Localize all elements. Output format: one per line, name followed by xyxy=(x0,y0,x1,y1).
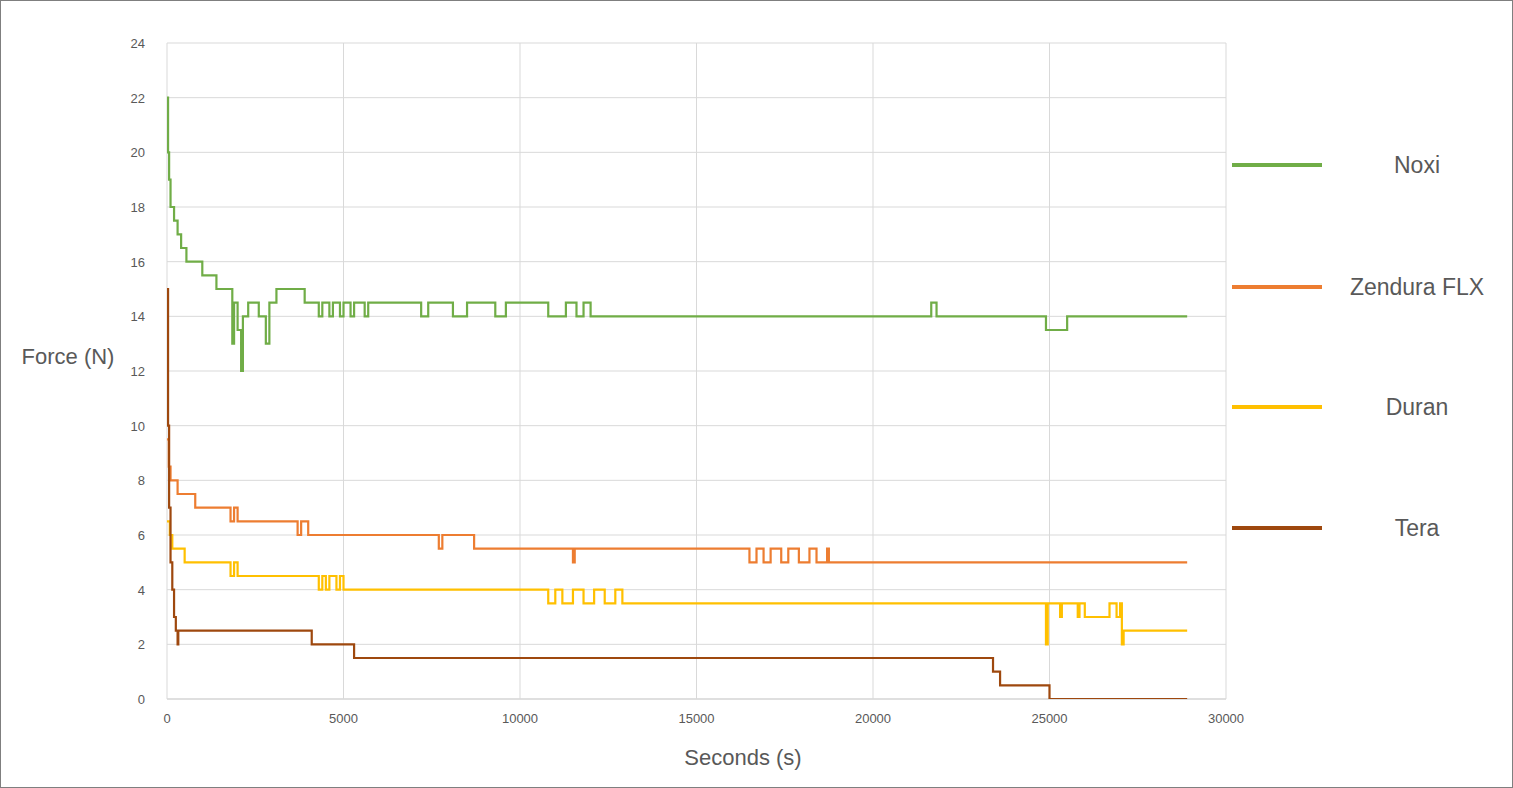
series-line xyxy=(167,521,1187,644)
y-tick-label: 2 xyxy=(138,637,145,652)
grid xyxy=(167,43,1226,699)
legend-label: Tera xyxy=(1395,515,1440,541)
legend-swatch xyxy=(1232,405,1322,409)
series-line xyxy=(167,289,1187,699)
y-axis-title: Force (N) xyxy=(22,344,115,369)
legend-label: Zendura FLX xyxy=(1350,274,1484,300)
y-tick-label: 6 xyxy=(138,528,145,543)
x-grid-line xyxy=(520,43,521,699)
y-tick-label: 24 xyxy=(131,36,145,51)
x-axis-title: Seconds (s) xyxy=(684,745,801,770)
y-tick-label: 4 xyxy=(138,583,145,598)
y-tick-label: 16 xyxy=(131,255,145,270)
legend-label: Duran xyxy=(1386,394,1449,420)
x-grid-line xyxy=(343,43,344,699)
x-grid-line xyxy=(1049,43,1050,699)
y-tick-label: 10 xyxy=(131,419,145,434)
y-tick-label: 8 xyxy=(138,473,145,488)
chart: 0246810121416182022240500010000150002000… xyxy=(0,0,1513,788)
y-tick-label: 20 xyxy=(131,145,145,160)
x-tick-label: 10000 xyxy=(502,711,538,726)
y-tick-label: 12 xyxy=(131,364,145,379)
x-tick-label: 30000 xyxy=(1208,711,1244,726)
legend-swatch xyxy=(1232,163,1322,167)
series-group xyxy=(167,98,1187,699)
y-tick-label: 18 xyxy=(131,200,145,215)
y-tick-label: 14 xyxy=(131,309,145,324)
frame xyxy=(1,1,1513,788)
x-tick-label: 5000 xyxy=(329,711,358,726)
x-grid-line xyxy=(696,43,697,699)
x-grid-line xyxy=(1226,43,1227,699)
legend-swatch xyxy=(1232,526,1322,530)
x-tick-label: 0 xyxy=(163,711,170,726)
x-grid-line xyxy=(873,43,874,699)
y-tick-label: 22 xyxy=(131,91,145,106)
y-tick-label: 0 xyxy=(138,692,145,707)
legend-swatch xyxy=(1232,285,1322,289)
legend-label: Noxi xyxy=(1394,152,1440,178)
x-tick-label: 20000 xyxy=(855,711,891,726)
series-line xyxy=(167,439,1187,562)
x-tick-label: 15000 xyxy=(678,711,714,726)
x-tick-label: 25000 xyxy=(1031,711,1067,726)
legend: Noxi Zendura FLX Duran Tera xyxy=(1232,152,1484,541)
series-line xyxy=(167,98,1187,371)
